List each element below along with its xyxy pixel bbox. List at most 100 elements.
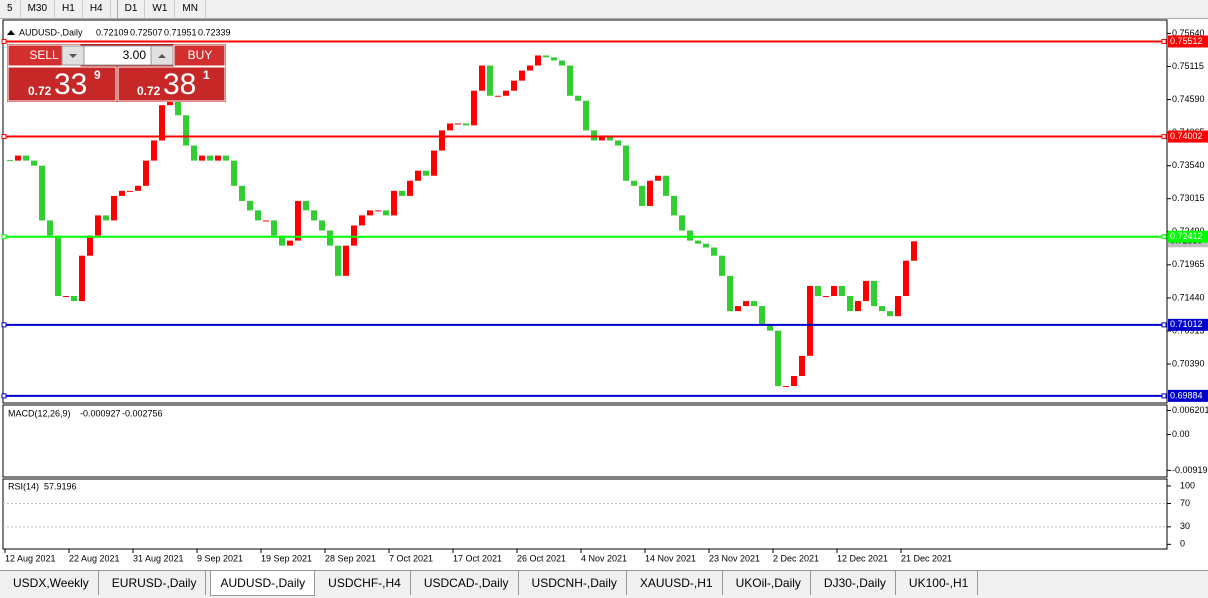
candle — [551, 57, 557, 61]
macd-main: -0.000927 — [80, 408, 121, 418]
ohlc-low: 0.71951 — [164, 27, 197, 37]
sell-price-main: 33 — [54, 68, 87, 101]
candle — [463, 123, 469, 126]
candle — [351, 225, 357, 246]
timeframe-button[interactable]: M30 — [21, 0, 56, 18]
candle — [519, 70, 525, 81]
candle — [407, 180, 413, 196]
buy-label[interactable]: BUY — [188, 48, 213, 62]
chart-tab[interactable]: UKOil-,Daily — [727, 571, 811, 595]
chart-tab[interactable]: EURUSD-,Daily — [103, 571, 207, 595]
candle — [887, 311, 893, 317]
level-price-box — [1168, 35, 1208, 48]
candle — [487, 65, 493, 96]
date-label: 23 Nov 2021 — [709, 553, 760, 563]
candle — [247, 200, 253, 211]
rsi-value: 57.9196 — [44, 481, 77, 491]
candle — [567, 65, 573, 96]
candle — [847, 296, 853, 312]
candle — [415, 170, 421, 181]
candle — [871, 280, 877, 307]
candle — [423, 170, 429, 176]
timeframe-button[interactable]: W1 — [145, 0, 176, 18]
candle — [719, 255, 725, 276]
candle — [239, 185, 245, 201]
level-price-label: 0.72412 — [1170, 231, 1203, 241]
candle — [559, 60, 565, 66]
candle — [175, 100, 181, 116]
candle — [447, 123, 453, 131]
level-handle — [1, 234, 7, 240]
chart-tab[interactable]: USDCHF-,H4 — [319, 571, 411, 595]
candle — [327, 230, 333, 246]
chart-tab[interactable]: USDCAD-,Daily — [415, 571, 519, 595]
buy-price-main: 38 — [163, 68, 196, 101]
date-label: 7 Oct 2021 — [389, 553, 433, 563]
candle — [615, 140, 621, 146]
candle — [215, 155, 221, 161]
chart-tab[interactable]: USDX,Weekly — [4, 571, 99, 595]
level-handle — [1161, 234, 1167, 240]
date-label: 9 Sep 2021 — [197, 553, 243, 563]
price-tick-label: 0.75640 — [1172, 28, 1205, 38]
candle — [191, 145, 197, 161]
ohlc-high: 0.72507 — [130, 27, 163, 37]
candle — [223, 155, 229, 161]
timeframe-button[interactable]: H4 — [83, 0, 111, 18]
candle — [527, 65, 533, 71]
collapse-arrow[interactable] — [7, 30, 15, 35]
macd-tick-label: -0.009197 — [1172, 465, 1208, 475]
price-tick-label: 0.73540 — [1172, 160, 1205, 170]
candle — [655, 175, 661, 181]
chart-window: 0.756400.751150.745900.740650.735400.730… — [1, 19, 1208, 563]
date-label: 4 Nov 2021 — [581, 553, 627, 563]
chart-tab[interactable]: DJ30-,Daily — [815, 571, 896, 595]
candle — [119, 190, 125, 196]
chart-tab[interactable]: XAUUSD-,H1 — [631, 571, 723, 595]
candle — [199, 155, 205, 161]
level-handle — [1161, 393, 1167, 399]
timeframe-button[interactable]: 5 — [0, 0, 21, 18]
timeframe-button[interactable]: D1 — [116, 0, 146, 18]
timeframe-button[interactable]: H1 — [55, 0, 83, 18]
chart-tab[interactable]: UK100-,H1 — [900, 571, 979, 595]
candle — [271, 220, 277, 236]
candle — [687, 230, 693, 241]
sell-label[interactable]: SELL — [29, 48, 59, 62]
candle — [207, 155, 213, 161]
rsi-name: RSI(14) — [8, 481, 39, 491]
symbol: AUDUSD-,Daily — [19, 27, 83, 37]
level-handle — [1, 38, 7, 44]
date-label: 12 Dec 2021 — [837, 553, 888, 563]
candle — [775, 330, 781, 387]
rsi-tick-label: 100 — [1180, 480, 1195, 490]
candle — [103, 215, 109, 221]
ohlc-open: 0.72109 — [96, 27, 129, 37]
candle — [783, 386, 789, 388]
sell-price-box[interactable] — [7, 66, 117, 102]
macd-tick-label: 0.006201 — [1172, 405, 1208, 415]
timeframe-button[interactable]: MN — [175, 0, 206, 18]
candle — [63, 296, 69, 298]
macd-panel — [2, 404, 1168, 478]
candle — [855, 301, 861, 312]
candle — [303, 200, 309, 211]
candle — [671, 195, 677, 216]
candle — [151, 140, 157, 161]
candle — [711, 247, 717, 256]
buy-button[interactable] — [173, 44, 226, 67]
candle — [879, 306, 885, 312]
level-price-label: 0.74002 — [1170, 131, 1203, 141]
candle — [839, 285, 845, 297]
candle — [383, 210, 389, 216]
buy-price-small: 1 — [203, 68, 210, 82]
candle — [255, 210, 261, 221]
candle — [663, 175, 669, 196]
candle — [727, 275, 733, 312]
candle — [39, 165, 45, 221]
chart-tab[interactable]: AUDUSD-,Daily — [210, 571, 316, 596]
lot-value[interactable]: 3.00 — [123, 48, 147, 62]
chart-tab[interactable]: USDCNH-,Daily — [523, 571, 627, 595]
buy-price-box[interactable] — [117, 66, 226, 102]
candle — [287, 240, 293, 246]
